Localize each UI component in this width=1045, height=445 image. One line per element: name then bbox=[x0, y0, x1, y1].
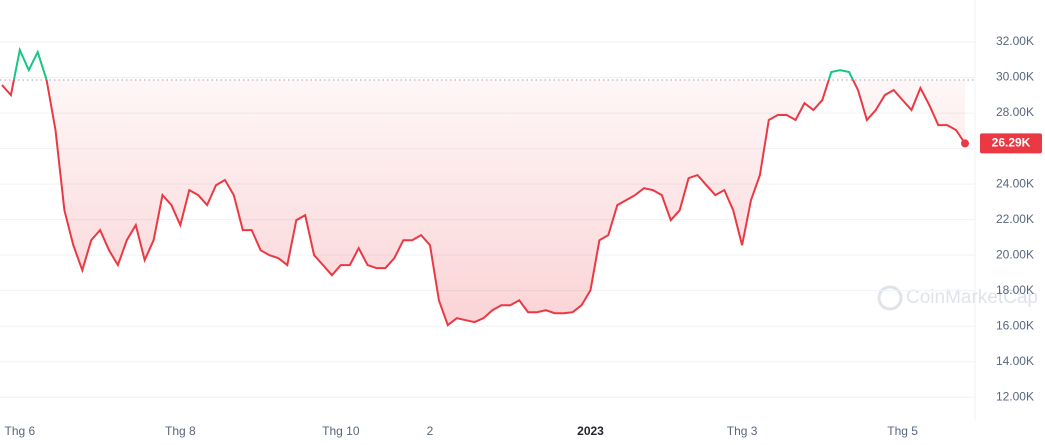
last-label: 26.29K bbox=[992, 136, 1031, 150]
y-tick-label: 32.00K bbox=[996, 34, 1034, 48]
y-tick-label: 20.00K bbox=[996, 247, 1034, 261]
y-tick-label: 16.00K bbox=[996, 318, 1034, 332]
y-tick-label: 24.00K bbox=[996, 176, 1034, 190]
x-tick-label: 2023 bbox=[577, 424, 604, 438]
x-tick-label: Thg 3 bbox=[727, 424, 758, 438]
last-point bbox=[961, 139, 969, 148]
x-tick-label: Thg 5 bbox=[887, 424, 918, 438]
y-tick-label: 18.00K bbox=[996, 283, 1034, 297]
y-tick-label: 30.00K bbox=[996, 70, 1034, 84]
x-tick-label: Thg 8 bbox=[165, 424, 196, 438]
x-tick-label: Thg 6 bbox=[4, 424, 35, 438]
last-label-box bbox=[980, 133, 1042, 154]
area-fill bbox=[2, 80, 965, 326]
y-tick-label: 28.00K bbox=[996, 105, 1034, 119]
y-tick-label: 14.00K bbox=[996, 354, 1034, 368]
y-tick-label: 22.00K bbox=[996, 212, 1034, 226]
x-tick-label: Thg 10 bbox=[322, 424, 360, 438]
x-tick-label: 2 bbox=[427, 424, 434, 438]
y-tick-label: 12.00K bbox=[996, 389, 1034, 403]
watermark: CoinMarketCap bbox=[877, 285, 1038, 311]
price-line bbox=[1, 80, 966, 327]
watermark-text: CoinMarketCap bbox=[906, 287, 1038, 308]
